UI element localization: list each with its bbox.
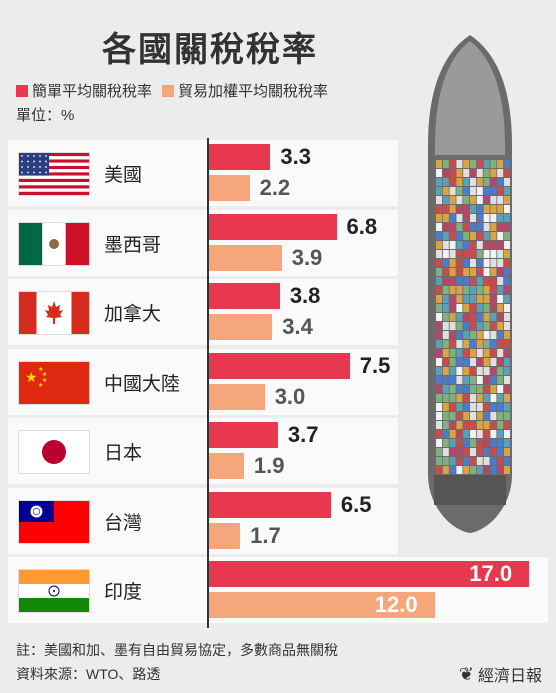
svg-text:★: ★ <box>42 371 47 378</box>
bar-trade <box>208 314 273 340</box>
brand-name: 經濟日報 <box>477 668 542 685</box>
bar-trade <box>208 592 435 618</box>
source-note: 資料來源：WTO、路透 <box>16 666 161 682</box>
india-flag-icon <box>18 569 90 613</box>
country-label: 印度 <box>104 582 143 603</box>
country-label: 台灣 <box>104 512 143 534</box>
legend-label-trade: 貿易加權平均關稅稅率 <box>178 83 329 100</box>
legend: 簡單平均關稅稅率 貿易加權平均關稅稅率 <box>16 80 328 101</box>
value-label-simple: 17.0 <box>469 561 513 586</box>
bar-simple <box>208 144 271 170</box>
svg-text:★: ★ <box>38 366 43 373</box>
bar-simple <box>208 213 337 240</box>
us-flag-icon <box>18 152 90 196</box>
legend-item-simple: 簡單平均關稅稅率 <box>16 80 152 101</box>
bar-trade <box>208 175 250 201</box>
value-label-simple: 3.3 <box>280 144 311 169</box>
value-label-trade: 3.4 <box>282 314 313 339</box>
container-ship-illustration <box>428 35 512 533</box>
brand: ❦ 經濟日報 <box>459 662 542 686</box>
country-label: 加拿大 <box>104 304 162 325</box>
value-label-simple: 3.7 <box>287 422 319 447</box>
bar-trade <box>208 453 244 479</box>
country-label: 墨西哥 <box>104 234 162 256</box>
bar-simple <box>208 422 278 448</box>
country-label: 美國 <box>104 165 143 186</box>
bar-simple <box>208 352 350 379</box>
value-label-simple: 7.5 <box>359 352 391 378</box>
footnote: 註：美國和加、墨有自由貿易協定，多數商品無關稅 <box>16 642 338 658</box>
bar-simple <box>208 283 280 309</box>
value-label-trade: 1.7 <box>250 522 281 548</box>
bar-simple <box>208 491 331 518</box>
country-label: 中國大陸 <box>104 373 181 395</box>
country-label: 日本 <box>104 443 143 464</box>
category-axis-line <box>207 138 209 628</box>
mexico-flag-icon <box>18 221 90 266</box>
value-label-trade: 2.2 <box>259 175 291 200</box>
legend-swatch-simple <box>16 84 28 97</box>
value-label-trade: 3.9 <box>291 244 323 270</box>
chart-title: 各國關稅稅率 <box>102 31 318 69</box>
bar-simple <box>208 561 530 587</box>
taiwan-flag-icon <box>18 499 90 544</box>
value-label-simple: 6.5 <box>340 491 372 517</box>
svg-text:★: ★ <box>42 377 47 384</box>
unit-label: 單位：% <box>16 107 75 124</box>
svg-text:★: ★ <box>25 370 38 386</box>
japan-flag-icon <box>18 430 90 474</box>
canada-flag-icon <box>18 291 90 335</box>
value-label-trade: 3.0 <box>274 383 306 409</box>
legend-label-simple: 簡單平均關稅稅率 <box>32 83 153 100</box>
legend-swatch-trade <box>162 84 175 97</box>
bar-trade <box>208 383 265 410</box>
value-label-simple: 3.8 <box>289 283 321 308</box>
value-label-simple: 6.8 <box>346 213 378 239</box>
bar-trade <box>208 522 241 549</box>
value-label-trade: 12.0 <box>374 592 418 617</box>
brand-logo-icon: ❦ <box>458 663 474 684</box>
value-label-trade: 1.9 <box>253 453 285 478</box>
bar-trade <box>208 244 282 271</box>
china-flag-icon: ★ ★ ★ ★ ★ <box>18 360 90 405</box>
svg-text:★: ★ <box>38 382 43 389</box>
legend-item-trade: 貿易加權平均關稅稅率 <box>162 80 328 101</box>
